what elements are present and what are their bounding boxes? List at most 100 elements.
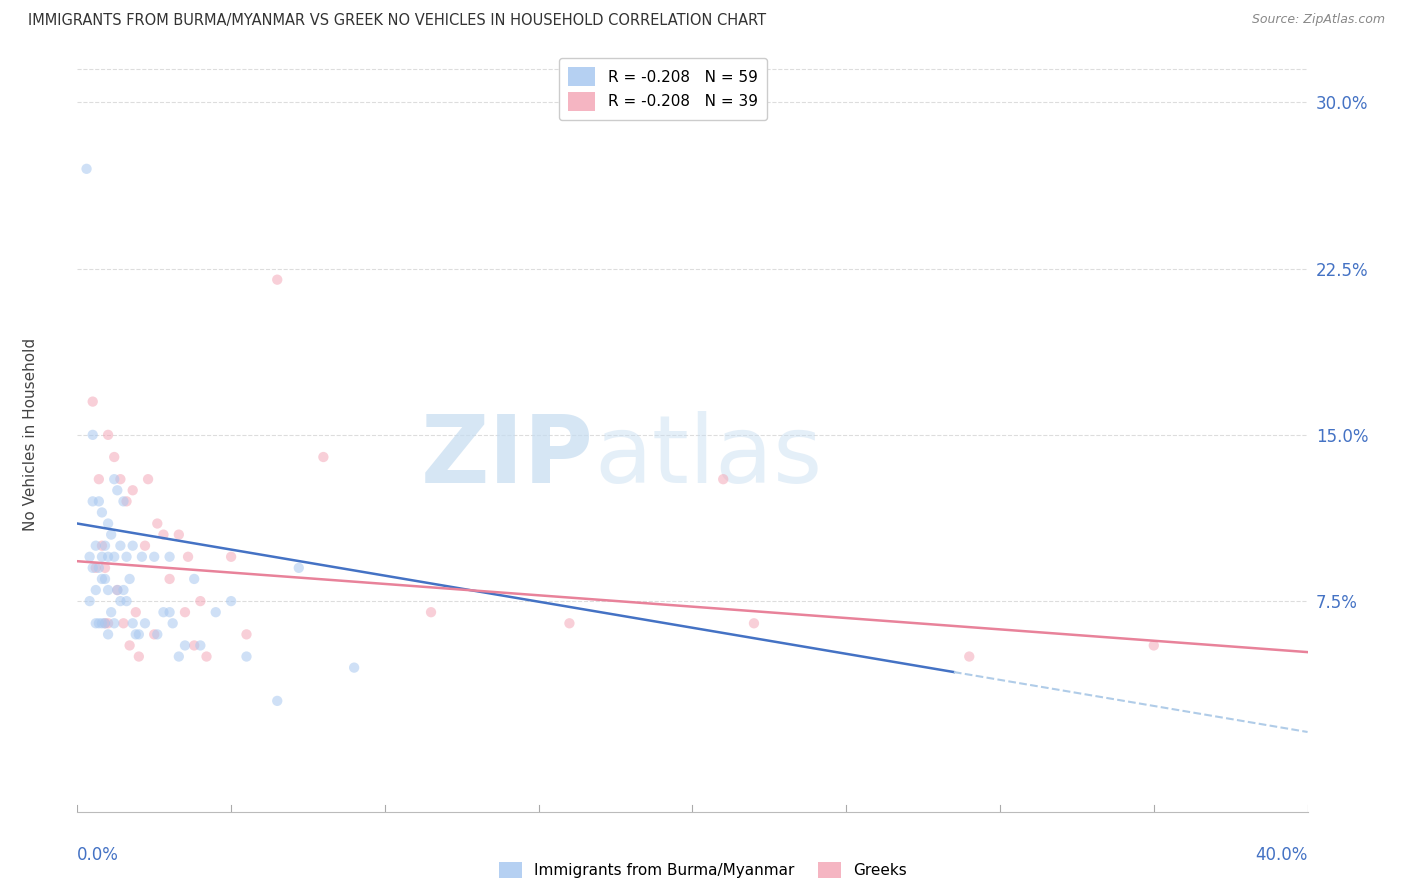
Legend: R = -0.208   N = 59, R = -0.208   N = 39: R = -0.208 N = 59, R = -0.208 N = 39 bbox=[558, 58, 766, 120]
Point bbox=[97, 616, 120, 631]
Point bbox=[110, 539, 132, 553]
Point bbox=[112, 616, 135, 631]
Point bbox=[97, 582, 120, 597]
Point bbox=[103, 450, 125, 464]
Text: 40.0%: 40.0% bbox=[1256, 846, 1308, 863]
Point bbox=[195, 649, 218, 664]
Point bbox=[87, 616, 110, 631]
Point bbox=[84, 616, 107, 631]
Point bbox=[94, 539, 117, 553]
Point bbox=[87, 472, 110, 486]
Point bbox=[174, 639, 197, 653]
Point bbox=[76, 161, 98, 176]
Point bbox=[183, 639, 205, 653]
Point bbox=[152, 527, 174, 541]
Point bbox=[121, 539, 143, 553]
Point bbox=[110, 472, 132, 486]
Point bbox=[84, 582, 107, 597]
Point bbox=[90, 539, 114, 553]
Point bbox=[82, 561, 104, 575]
Point bbox=[84, 561, 107, 575]
Text: Source: ZipAtlas.com: Source: ZipAtlas.com bbox=[1251, 13, 1385, 27]
Point bbox=[121, 616, 143, 631]
Point bbox=[100, 605, 122, 619]
Point bbox=[159, 549, 181, 564]
Point bbox=[1143, 639, 1166, 653]
Point bbox=[143, 549, 166, 564]
Text: 0.0%: 0.0% bbox=[77, 846, 120, 863]
Point bbox=[219, 549, 242, 564]
Point bbox=[94, 572, 117, 586]
Point bbox=[90, 616, 114, 631]
Point bbox=[105, 483, 128, 498]
Point bbox=[188, 639, 212, 653]
Point bbox=[94, 561, 117, 575]
Point bbox=[105, 582, 128, 597]
Point bbox=[94, 616, 117, 631]
Point bbox=[204, 605, 226, 619]
Point bbox=[115, 494, 138, 508]
Point bbox=[97, 627, 120, 641]
Point bbox=[558, 616, 581, 631]
Point bbox=[146, 627, 169, 641]
Point bbox=[128, 649, 150, 664]
Point bbox=[97, 428, 120, 442]
Point bbox=[188, 594, 212, 608]
Text: No Vehicles in Household: No Vehicles in Household bbox=[22, 338, 38, 532]
Point bbox=[420, 605, 443, 619]
Point bbox=[121, 483, 143, 498]
Point bbox=[103, 549, 125, 564]
Point bbox=[79, 549, 101, 564]
Text: ZIP: ZIP bbox=[422, 411, 595, 503]
Point bbox=[162, 616, 184, 631]
Point bbox=[112, 494, 135, 508]
Text: atlas: atlas bbox=[595, 411, 823, 503]
Point bbox=[115, 594, 138, 608]
Point bbox=[87, 561, 110, 575]
Point bbox=[94, 616, 117, 631]
Point bbox=[174, 605, 197, 619]
Point bbox=[957, 649, 980, 664]
Point bbox=[103, 472, 125, 486]
Point bbox=[79, 594, 101, 608]
Point bbox=[90, 572, 114, 586]
Point bbox=[167, 649, 190, 664]
Point bbox=[167, 527, 190, 541]
Point bbox=[112, 582, 135, 597]
Point bbox=[82, 494, 104, 508]
Point bbox=[343, 660, 366, 674]
Point bbox=[128, 627, 150, 641]
Point bbox=[82, 394, 104, 409]
Point bbox=[103, 616, 125, 631]
Point bbox=[84, 539, 107, 553]
Point bbox=[219, 594, 242, 608]
Point bbox=[134, 539, 156, 553]
Point bbox=[100, 527, 122, 541]
Point bbox=[152, 605, 174, 619]
Point bbox=[82, 428, 104, 442]
Point bbox=[159, 572, 181, 586]
Point bbox=[288, 561, 311, 575]
Point bbox=[125, 605, 148, 619]
Point bbox=[90, 549, 114, 564]
Point bbox=[87, 494, 110, 508]
Point bbox=[266, 694, 288, 708]
Point bbox=[105, 582, 128, 597]
Point bbox=[312, 450, 335, 464]
Point bbox=[266, 273, 288, 287]
Point bbox=[118, 572, 141, 586]
Point bbox=[146, 516, 169, 531]
Point bbox=[134, 616, 156, 631]
Point bbox=[118, 639, 141, 653]
Point bbox=[131, 549, 153, 564]
Point bbox=[159, 605, 181, 619]
Point bbox=[90, 505, 114, 519]
Point bbox=[136, 472, 159, 486]
Point bbox=[115, 549, 138, 564]
Point bbox=[235, 627, 257, 641]
Point bbox=[742, 616, 765, 631]
Point bbox=[125, 627, 148, 641]
Point bbox=[97, 516, 120, 531]
Point bbox=[97, 549, 120, 564]
Point bbox=[235, 649, 257, 664]
